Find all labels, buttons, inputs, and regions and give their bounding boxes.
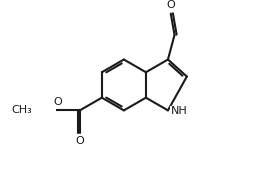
Text: O: O [166,0,175,10]
Text: CH₃: CH₃ [11,105,32,115]
Text: O: O [53,97,62,107]
Text: NH: NH [171,106,188,116]
Text: O: O [75,136,84,146]
